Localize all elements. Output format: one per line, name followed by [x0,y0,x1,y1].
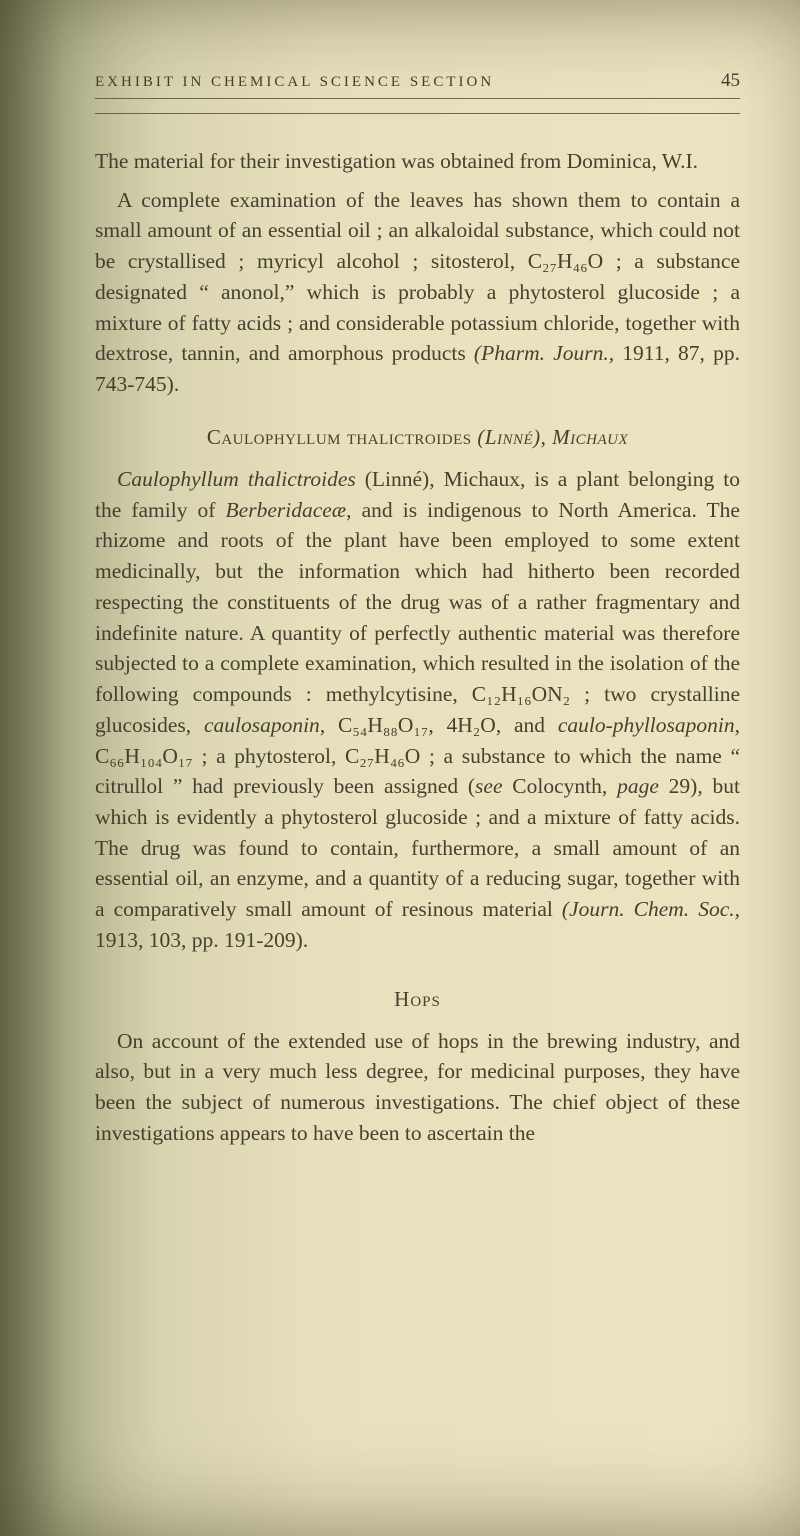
section-heading-caulophyllum: Caulophyllum thalictroides (Linné), Mich… [95,422,740,452]
family-name: Berberidaceæ [226,498,347,522]
text-run: A complete examination of the leaves has… [95,188,740,366]
taxon-name: Caulophyllum thalictroides [117,467,356,491]
running-head: EXHIBIT IN CHEMICAL SCIENCE SECTION [95,74,494,91]
paragraph-3: Caulophyllum thalictroides (Linné), Mich… [95,464,740,956]
compound-caulophyllosaponin: caulo-phyllosaponin [558,713,735,737]
heading-smallcaps: Caulophyllum thalictroides [207,425,478,449]
citation-pharm-journ: (Pharm. Journ., [474,341,614,365]
text-run: 1913, 103, pp. 191-209). [95,928,308,952]
text-run: Colocynth, [503,774,618,798]
page-container: EXHIBIT IN CHEMICAL SCIENCE SECTION 45 T… [0,0,800,1536]
paragraph-2: A complete examination of the leaves has… [95,185,740,400]
text-run: , and is indigenous to North America. Th… [95,498,740,737]
heading-italic: (Linné), Michaux [477,425,628,449]
header-rule [95,113,740,114]
section-heading-hops: Hops [95,984,740,1014]
citation-journ-chem-soc: (Journ. Chem. Soc., [562,897,740,921]
paragraph-4: On account of the extended use of hops i… [95,1026,740,1149]
compound-caulosaponin: caulosaponin [204,713,320,737]
xref-page: page [617,774,659,798]
paragraph-1: The material for their investigation was… [95,146,740,177]
text-run: , C₅₄H₈₈O₁₇, 4H₂O, and [320,713,558,737]
xref-see: see [475,774,502,798]
page-header: EXHIBIT IN CHEMICAL SCIENCE SECTION 45 [95,70,740,99]
page-number: 45 [721,70,740,92]
